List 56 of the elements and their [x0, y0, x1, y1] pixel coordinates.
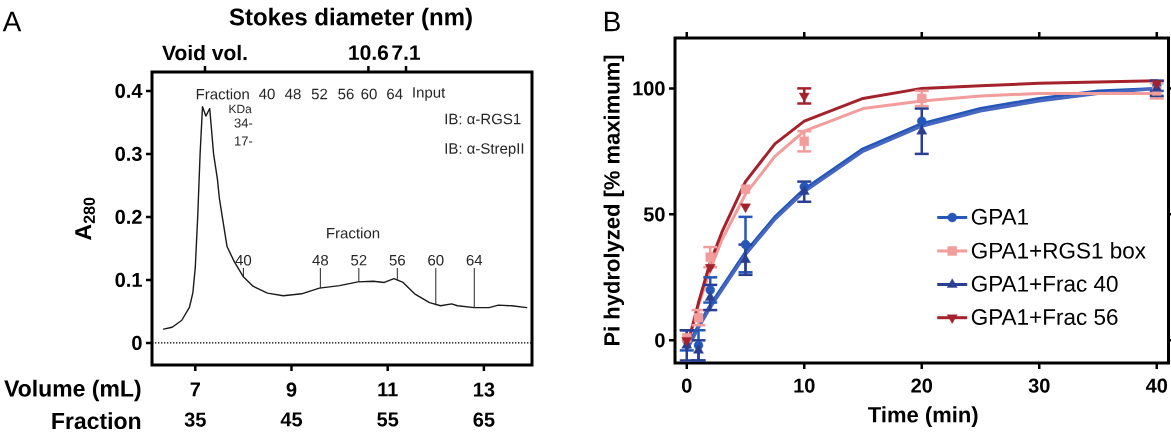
- x-tick-label: 20: [911, 378, 933, 393]
- annotation: 48: [285, 88, 301, 100]
- x-tick-label: 0: [681, 378, 692, 393]
- annotation: 64: [466, 254, 483, 266]
- annotation: 52: [351, 254, 367, 266]
- y-tick-label: 50: [643, 207, 665, 222]
- x-tick-label: 10: [794, 378, 815, 393]
- x2-tick-label: 55: [377, 412, 399, 427]
- x-tick-label: 9: [286, 382, 297, 397]
- text: A: [2, 11, 22, 32]
- legend-label: GPA1+Frac 56: [971, 309, 1118, 326]
- y-tick-label: 0.3: [115, 146, 142, 161]
- x-tick-label: 40: [1145, 378, 1168, 393]
- text: Void vol.: [162, 44, 247, 61]
- annotation: 34-: [234, 118, 253, 128]
- x-tick-label: 11: [378, 382, 398, 397]
- annotation: IB: α-StrepII: [445, 143, 524, 157]
- annotation: KDa: [229, 104, 252, 114]
- text: 10.6: [349, 45, 389, 61]
- x-tick-label: 13: [474, 382, 495, 397]
- annotation: 17-: [235, 136, 253, 146]
- y-axis-title: A$_{280}$: [75, 197, 95, 240]
- legend-label: GPA1+RGS1 box: [971, 242, 1146, 259]
- legend-label: GPA1+Frac 40: [971, 275, 1118, 292]
- annotation: Input: [413, 87, 446, 101]
- x-tick-label: 7: [190, 382, 200, 397]
- x2-axis-title: Fraction: [52, 412, 141, 430]
- annotation: 40: [235, 254, 252, 266]
- y-tick-label: 0.1: [115, 272, 142, 288]
- x2-tick-label: 65: [473, 412, 495, 427]
- y-axis-title: Pi hydrolyzed [% maximum]: [603, 55, 625, 346]
- text: 7.1: [392, 45, 421, 60]
- annotation: 48: [312, 254, 329, 266]
- annotation: 56: [338, 88, 354, 100]
- y-tick-label: 0: [132, 335, 142, 351]
- legend-label: GPA1: [971, 208, 1028, 225]
- y-tick-label: 0.2: [115, 209, 142, 224]
- annotation: 60: [361, 88, 377, 100]
- annotation: Fraction: [327, 227, 380, 239]
- annotation: 52: [311, 88, 328, 100]
- x-axis-title: Time (min): [868, 406, 978, 427]
- text: Stokes diameter (nm): [229, 7, 472, 31]
- annotation: IB: α-RGS1: [445, 113, 521, 125]
- x-axis-title: Volume (mL): [4, 379, 141, 402]
- x-tick-label: 30: [1028, 378, 1050, 393]
- annotation: 64: [387, 88, 403, 100]
- x2-tick-label: 35: [184, 412, 206, 427]
- annotation: 60: [428, 254, 444, 266]
- annotation: 56: [389, 254, 405, 266]
- y-tick-label: 100: [633, 81, 665, 96]
- y-tick-label: 0: [655, 333, 665, 348]
- annotation: Fraction: [196, 88, 249, 100]
- annotation: 40: [259, 88, 275, 100]
- y-tick-label: 0.4: [115, 83, 143, 98]
- text: B: [604, 11, 620, 32]
- x2-tick-label: 45: [280, 412, 303, 427]
